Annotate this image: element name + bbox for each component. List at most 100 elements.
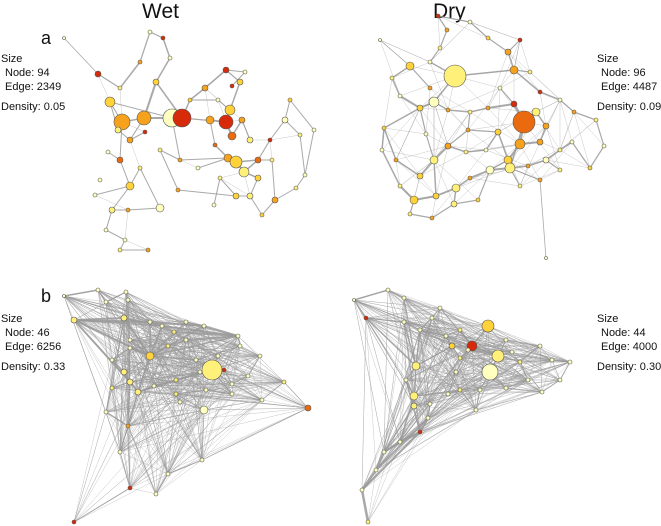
network-edge (353, 299, 441, 309)
network-node (229, 381, 235, 387)
network-node (429, 315, 435, 321)
edge-count: Edge: 2349 (5, 81, 62, 93)
panel-label-b: b (41, 286, 52, 306)
network-node (443, 64, 467, 88)
network-node (445, 391, 451, 397)
network-edge (459, 357, 543, 393)
network-edge (123, 347, 131, 373)
network-node (211, 202, 217, 208)
network-edge (63, 295, 107, 303)
network-edge (129, 355, 219, 383)
network-node (397, 439, 403, 445)
network-edge (405, 371, 457, 381)
network-edge (149, 345, 241, 357)
network-edge (427, 389, 461, 419)
network-edge (499, 71, 531, 89)
network-edge (374, 451, 386, 471)
network-edge (487, 107, 537, 113)
network-edge (487, 325, 553, 361)
network-wet-b (62, 287, 312, 525)
network-edge (439, 307, 489, 327)
network-edge (119, 159, 131, 187)
network-edge (513, 69, 541, 93)
network-edge (175, 389, 207, 395)
network-edge (419, 329, 447, 337)
network-edge (487, 103, 515, 109)
network-edge (475, 389, 481, 411)
network-edge (249, 195, 263, 216)
network-node (105, 149, 111, 155)
network-edge (179, 399, 263, 403)
network-edge (155, 459, 203, 495)
network-edge (105, 387, 113, 413)
network-node (201, 323, 207, 329)
network-node (215, 353, 221, 359)
size-label: Size (597, 53, 619, 65)
network-node (416, 104, 424, 112)
network-node (152, 78, 160, 86)
network-edge (123, 317, 205, 411)
network-node (134, 388, 142, 396)
network-edge (73, 319, 113, 389)
network-edge (413, 345, 473, 397)
network-edge (413, 339, 507, 397)
network-node (237, 343, 243, 349)
network-edge (105, 301, 203, 461)
network-edge (447, 359, 553, 395)
network-dry-b (352, 287, 573, 525)
network-node (571, 109, 577, 115)
network-edge (559, 149, 591, 169)
network-edge (519, 345, 541, 363)
network-node (193, 357, 199, 363)
network-edge (123, 371, 205, 411)
network-edge (379, 39, 431, 63)
network-node (103, 409, 109, 415)
network-edge (284, 119, 301, 136)
network-node (491, 349, 505, 363)
network-edge (379, 39, 411, 67)
network-edge (589, 145, 605, 169)
network-node (259, 397, 265, 403)
network-edge (507, 51, 541, 93)
network-edge (519, 359, 553, 363)
network-node (215, 97, 221, 103)
network-edge (409, 213, 433, 219)
network-node (245, 373, 251, 379)
network-edge (431, 317, 541, 347)
network-edge (405, 325, 489, 381)
network-node (137, 59, 143, 65)
network-edge (437, 15, 441, 49)
network-edge (509, 167, 541, 181)
network-edge (519, 39, 531, 73)
network-node (254, 174, 262, 182)
network-edge (269, 119, 286, 141)
network-edge (360, 489, 370, 523)
network-node (104, 96, 116, 108)
network-edge (365, 317, 499, 357)
network-edge (167, 459, 203, 475)
network-node (457, 387, 463, 393)
network-edge (413, 361, 571, 407)
network-edge (467, 129, 509, 161)
network-edge (124, 239, 149, 251)
network-node (397, 183, 403, 189)
network-edge (97, 73, 121, 89)
network-edge (507, 159, 541, 181)
node-count: Node: 46 (5, 327, 50, 339)
network-edge (403, 321, 421, 331)
network-node (437, 45, 443, 51)
network-edge (387, 289, 405, 299)
network-node (103, 299, 109, 305)
network-node (503, 337, 509, 343)
network-edge (465, 149, 487, 153)
node-count: Node: 44 (601, 327, 646, 339)
network-node (147, 29, 153, 35)
network-node (127, 337, 133, 343)
network-edge (283, 381, 309, 409)
network-edge (173, 331, 239, 337)
network-node (429, 155, 439, 165)
size-label: Size (597, 313, 619, 325)
network-node (120, 368, 128, 376)
network-edge (149, 335, 239, 357)
network-edge (383, 107, 421, 129)
